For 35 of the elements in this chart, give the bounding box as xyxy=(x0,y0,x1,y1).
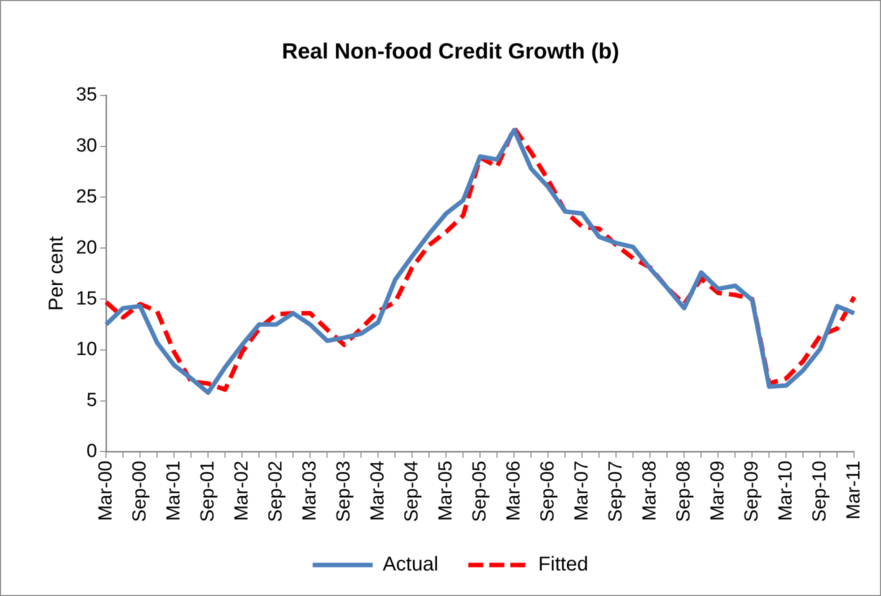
legend-label: Actual xyxy=(382,554,438,576)
y-axis-title: Per cent xyxy=(46,236,68,311)
x-tick-label: Sep-05 xyxy=(469,460,490,522)
x-tick-label: Mar-10 xyxy=(775,460,796,521)
legend-label: Fitted xyxy=(538,554,588,576)
x-tick-label: Mar-04 xyxy=(367,460,388,521)
x-tick-label: Sep-03 xyxy=(333,460,354,522)
x-tick-label: Sep-01 xyxy=(197,460,218,522)
y-tick-label: 35 xyxy=(76,84,98,106)
x-tick-label: Sep-09 xyxy=(741,460,762,522)
y-tick-label: 25 xyxy=(76,186,98,208)
y-tick-label: 20 xyxy=(76,237,98,258)
x-tick-label: Sep-07 xyxy=(605,460,626,522)
x-tick-label: Sep-00 xyxy=(129,460,150,522)
y-tick-label: 15 xyxy=(76,288,98,310)
x-tick-label: Mar-01 xyxy=(163,460,184,521)
x-tick-label: Mar-06 xyxy=(503,460,524,521)
y-tick-label: 5 xyxy=(86,390,98,412)
x-tick-label: Sep-06 xyxy=(537,460,558,522)
chart-title: Real Non-food Credit Growth (b) xyxy=(282,38,620,64)
x-tick-label: Mar-05 xyxy=(435,460,456,521)
x-tick-label: Mar-08 xyxy=(639,460,660,521)
x-tick-label: Mar-11 xyxy=(843,460,864,520)
y-tick-label: 0 xyxy=(86,440,98,462)
y-tick-label: 30 xyxy=(76,136,98,157)
x-tick-label: Mar-07 xyxy=(571,460,592,521)
x-tick-label: Sep-08 xyxy=(673,460,694,522)
x-tick-label: Mar-03 xyxy=(299,460,320,521)
x-tick-label: Sep-10 xyxy=(809,460,830,522)
x-tick-label: Mar-09 xyxy=(707,460,728,521)
y-tick-label: 10 xyxy=(76,339,98,360)
x-tick-label: Sep-02 xyxy=(265,460,286,522)
x-tick-label: Mar-02 xyxy=(231,460,252,521)
x-tick-label: Sep-04 xyxy=(401,460,422,522)
x-tick-label: Mar-00 xyxy=(95,460,116,521)
